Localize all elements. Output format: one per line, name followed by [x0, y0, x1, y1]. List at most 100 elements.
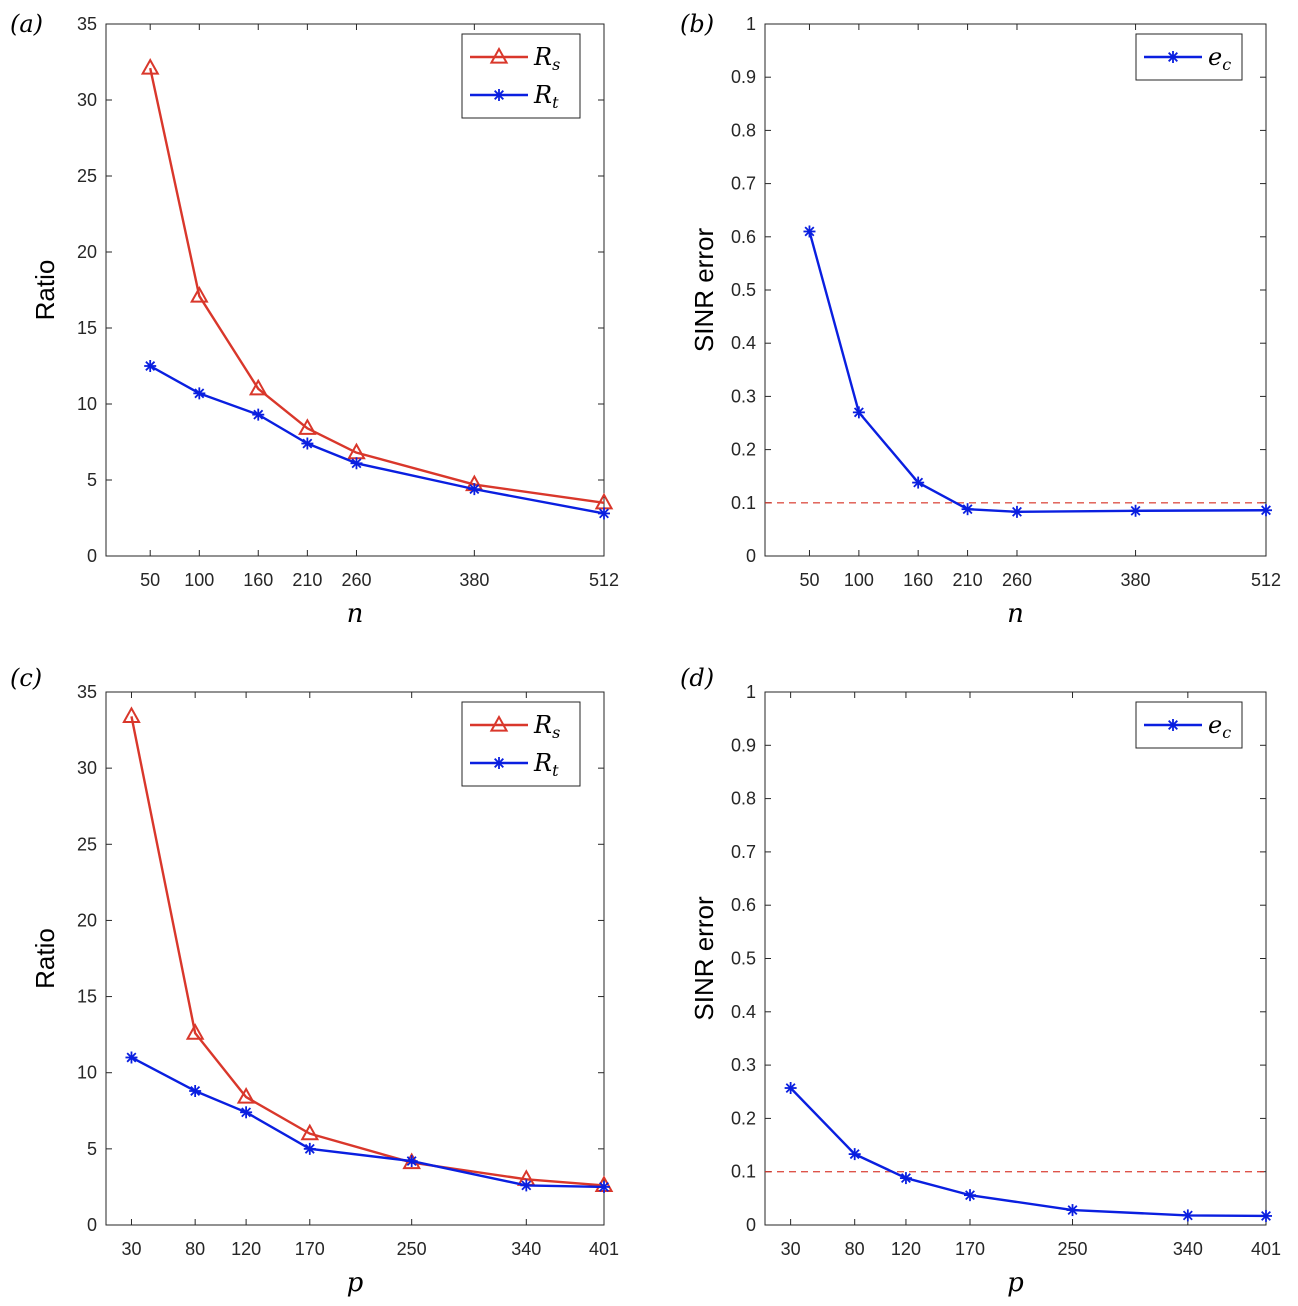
- y-axis-label: SINR error: [689, 896, 719, 1021]
- data-point: [350, 457, 363, 470]
- data-point: [899, 1172, 912, 1185]
- y-tick-label: 10: [77, 1063, 97, 1083]
- data-point: [405, 1155, 418, 1168]
- x-tick-label: 160: [243, 570, 273, 590]
- y-tick-label: 10: [77, 394, 97, 414]
- y-tick-label: 30: [77, 90, 97, 110]
- x-tick-label: 120: [891, 1239, 921, 1259]
- data-point: [961, 503, 974, 516]
- data-point: [190, 286, 209, 303]
- y-tick-label: 0.1: [731, 493, 756, 513]
- y-tick-label: 0.3: [731, 1055, 756, 1075]
- data-point: [140, 58, 160, 75]
- series-ec: [803, 225, 1272, 518]
- y-tick-label: 0.9: [731, 67, 756, 87]
- y-tick-label: 0.1: [731, 1162, 756, 1182]
- legend-entry: Rt: [533, 749, 559, 780]
- x-tick-label: 210: [953, 570, 983, 590]
- y-tick-label: 5: [87, 470, 97, 490]
- x-tick-label: 170: [295, 1239, 325, 1259]
- y-tick-label: 0.3: [731, 386, 756, 406]
- series-line: [130, 716, 605, 1187]
- data-point: [1066, 1204, 1079, 1217]
- data-point: [248, 378, 268, 396]
- data-point: [300, 1123, 320, 1141]
- x-tick-label: 50: [799, 570, 819, 590]
- legend-box: [461, 701, 581, 787]
- data-point: [189, 1084, 202, 1097]
- y-tick-label: 0.4: [731, 1002, 756, 1022]
- x-tick-label: 210: [292, 570, 322, 590]
- y-tick-label: 35: [77, 682, 97, 702]
- panel-label: (d): [680, 664, 714, 692]
- data-point: [1010, 505, 1023, 518]
- legend: ec: [1135, 701, 1243, 749]
- x-tick-label: 100: [844, 570, 874, 590]
- legend-marker: [493, 757, 505, 769]
- data-point: [185, 1023, 205, 1040]
- legend-entry: Rt: [533, 81, 559, 112]
- data-point: [803, 225, 816, 238]
- chart-panel-c: 0 5 10 15 20 25 30 35 30 80 120 170 250 340 401 p Ratio (…: [10, 664, 619, 1298]
- legend-marker: [1167, 51, 1179, 63]
- y-axis-label: Ratio: [30, 260, 60, 321]
- x-tick-label: 340: [511, 1239, 541, 1259]
- axes-box: [764, 691, 1267, 1226]
- y-tick-label: 20: [77, 910, 97, 930]
- data-point: [964, 1189, 977, 1202]
- data-point: [122, 706, 141, 723]
- data-point: [301, 437, 314, 450]
- x-tick-label: 30: [781, 1239, 801, 1259]
- y-tick-label: 0: [87, 546, 97, 566]
- y-tick-label: 0.8: [731, 120, 756, 140]
- y-tick-label: 1: [746, 14, 756, 34]
- x-tick-label: 250: [397, 1239, 427, 1259]
- y-tick-label: 0.8: [731, 789, 756, 809]
- y-tick-label: 0.9: [731, 735, 756, 755]
- data-point: [598, 507, 610, 520]
- data-point: [1260, 504, 1272, 517]
- y-tick-label: 15: [77, 987, 97, 1007]
- series-Rt: [144, 360, 610, 520]
- legend-marker: [489, 714, 509, 732]
- y-tick-label: 30: [77, 758, 97, 778]
- y-tick-label: 0.4: [731, 333, 756, 353]
- data-point: [912, 476, 925, 489]
- x-tick-label: 401: [1251, 1239, 1281, 1259]
- x-axis-label: p: [1007, 1268, 1024, 1298]
- x-tick-label: 401: [589, 1239, 619, 1259]
- y-tick-label: 0: [746, 546, 756, 566]
- data-point: [252, 408, 265, 421]
- x-tick-label: 120: [231, 1239, 261, 1259]
- data-point: [848, 1148, 861, 1161]
- data-point: [125, 1051, 138, 1064]
- data-point: [852, 406, 865, 419]
- x-axis-label: n: [1007, 599, 1024, 629]
- data-point: [303, 1142, 316, 1155]
- x-tick-label: 160: [903, 570, 933, 590]
- y-tick-label: 0.5: [731, 280, 756, 300]
- x-tick-label: 30: [121, 1239, 141, 1259]
- y-tick-label: 1: [746, 682, 756, 702]
- data-point: [1129, 504, 1142, 517]
- y-tick-label: 0.2: [731, 440, 756, 460]
- legend-marker: [493, 89, 505, 101]
- data-point: [598, 1180, 610, 1193]
- data-point: [1181, 1209, 1194, 1222]
- x-axis-label: n: [347, 599, 364, 629]
- data-point: [193, 387, 206, 400]
- data-point: [468, 483, 481, 496]
- y-tick-label: 0.7: [731, 174, 756, 194]
- x-tick-label: 50: [140, 570, 160, 590]
- data-point: [144, 360, 157, 372]
- x-axis-label: p: [347, 1268, 364, 1298]
- y-tick-label: 25: [77, 834, 97, 854]
- series-Rt: [125, 1051, 610, 1193]
- legend-marker: [489, 46, 509, 64]
- panel-label: (c): [10, 664, 42, 692]
- data-point: [236, 1087, 256, 1104]
- chart-panel-b: 0 0.1 0.2 0.3 0.4 0.5 0.6 0.7 0.8 0.9 1 50 100 160 210…: [680, 10, 1281, 629]
- x-tick-label: 260: [341, 570, 371, 590]
- axes-box: [764, 23, 1267, 557]
- y-tick-label: 0: [746, 1215, 756, 1235]
